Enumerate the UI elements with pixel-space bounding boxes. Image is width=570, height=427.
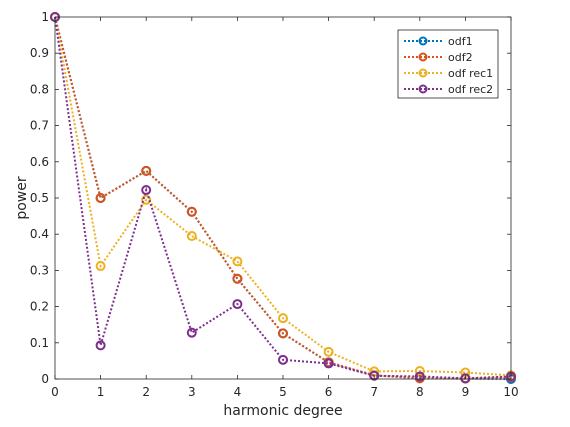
y-tick-label: 0.7: [30, 119, 49, 133]
y-tick-label: 0.6: [30, 155, 49, 169]
y-tick-label: 0.4: [30, 227, 49, 241]
series-line: [54, 16, 512, 380]
data-point: [186, 327, 197, 338]
y-tick-label: 0.8: [30, 82, 49, 96]
legend-marker-swatch: [418, 68, 428, 78]
x-tick-label: 8: [416, 385, 424, 399]
data-point: [95, 193, 106, 203]
legend-marker-swatch: [418, 52, 428, 62]
x-axis-label: harmonic degree: [223, 403, 342, 419]
legend-marker-swatch: [418, 84, 428, 94]
legend-label: odf rec1: [448, 67, 493, 80]
legend: odf1 odf2 odf rec1 odf rec2: [397, 29, 499, 99]
legend-entry: odf2: [404, 51, 473, 64]
x-tick-label: 2: [142, 385, 150, 399]
legend-box: [397, 29, 499, 99]
data-point: [323, 346, 334, 357]
x-tick-label: 4: [234, 385, 242, 399]
data-point: [186, 206, 197, 217]
y-tick-label: 0.5: [30, 191, 49, 205]
y-tick-label: 0.9: [30, 46, 49, 60]
legend-entry: odf rec1: [404, 67, 493, 80]
data-point: [460, 373, 471, 384]
x-tick-label: 10: [503, 385, 518, 399]
x-tick-label: 7: [370, 385, 378, 399]
data-point: [141, 185, 152, 196]
data-point: [278, 313, 288, 324]
data-point: [141, 194, 152, 205]
series-layer: [50, 12, 516, 384]
data-point: [232, 256, 243, 267]
x-tick-label: 3: [188, 385, 196, 399]
x-tick-label: 6: [325, 385, 333, 399]
x-tick-label: 1: [97, 385, 105, 399]
legend-entry: odf rec2: [404, 83, 493, 96]
y-tick-label: 0.1: [30, 336, 49, 350]
legend-entry: odf1: [404, 35, 473, 48]
data-point: [369, 370, 380, 381]
data-point: [278, 354, 288, 365]
y-tick-label: 0: [41, 372, 49, 386]
data-point: [232, 273, 243, 284]
data-point: [278, 328, 288, 339]
data-point: [232, 299, 243, 310]
data-point: [186, 231, 197, 242]
y-tick-label: 1: [41, 10, 49, 24]
data-point: [95, 340, 106, 351]
data-point: [414, 371, 425, 382]
data-point: [323, 358, 334, 369]
x-tick-label: 0: [51, 385, 59, 399]
series-line: [54, 16, 512, 380]
y-tick-label: 0.2: [30, 300, 49, 314]
x-tick-label: 5: [279, 385, 287, 399]
data-point: [95, 261, 106, 272]
legend-marker-swatch: [418, 36, 428, 46]
series-line: [54, 16, 512, 377]
y-tick-label: 0.3: [30, 263, 49, 277]
data-point: [141, 165, 152, 176]
x-tick-label: 9: [462, 385, 470, 399]
ticks-layer: 0 1 2 3 4 5 6 7 8 9 10 0 0.1 0.2 0.3 0.4 0.5 0.6 0.7 0.8 0.9…: [30, 10, 519, 399]
legend-label: odf1: [448, 35, 473, 48]
y-axis-label: power: [14, 176, 30, 220]
legend-label: odf rec2: [448, 83, 493, 96]
legend-label: odf2: [448, 51, 473, 64]
